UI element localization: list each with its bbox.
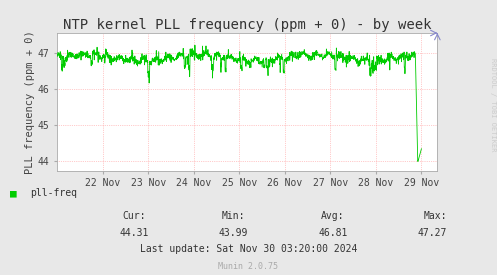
Text: 43.99: 43.99 [219,228,248,238]
Title: NTP kernel PLL frequency (ppm + 0) - by week: NTP kernel PLL frequency (ppm + 0) - by … [63,18,431,32]
Y-axis label: PLL frequency (ppm + 0): PLL frequency (ppm + 0) [25,30,35,174]
Text: Munin 2.0.75: Munin 2.0.75 [219,262,278,271]
Text: 47.27: 47.27 [418,228,447,238]
Text: Min:: Min: [222,211,246,221]
Text: 44.31: 44.31 [119,228,149,238]
Text: pll-freq: pll-freq [30,188,77,198]
Text: Avg:: Avg: [321,211,345,221]
Text: Max:: Max: [424,211,447,221]
Text: RRDTOOL / TOBI OETIKER: RRDTOOL / TOBI OETIKER [490,58,496,151]
Text: Cur:: Cur: [122,211,146,221]
Text: 46.81: 46.81 [318,228,348,238]
Text: Last update: Sat Nov 30 03:20:00 2024: Last update: Sat Nov 30 03:20:00 2024 [140,244,357,254]
Text: ■: ■ [10,188,17,198]
